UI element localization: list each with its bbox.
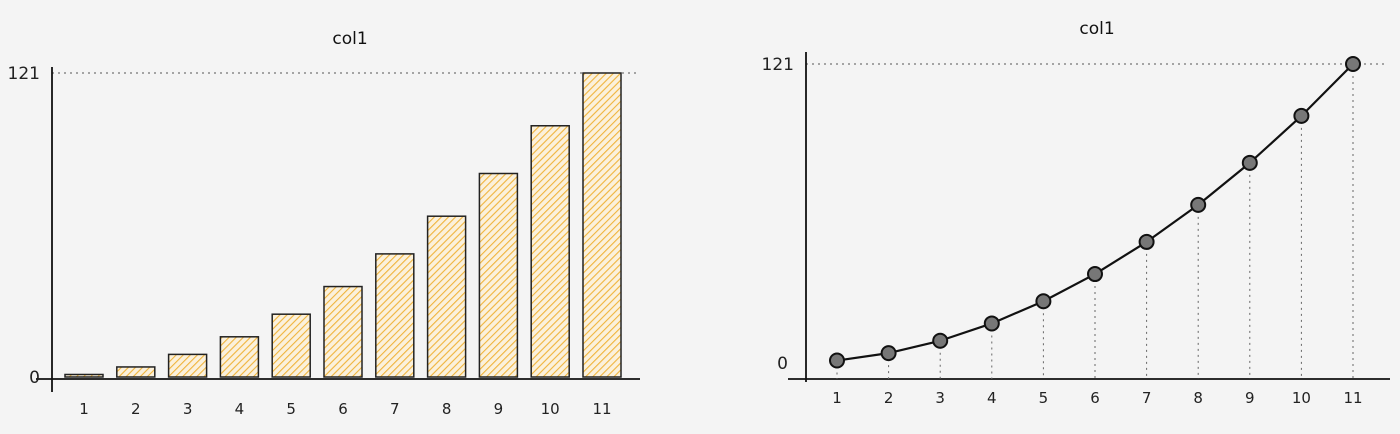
x-tick-label: 5: [1039, 389, 1049, 407]
bar: [116, 366, 156, 378]
x-tick-label: 4: [987, 389, 997, 407]
x-tick-label: 3: [935, 389, 945, 407]
data-point: [1138, 233, 1155, 250]
x-tick-label: 4: [235, 400, 245, 418]
y-tick-label: 121: [762, 55, 794, 75]
bar: [582, 72, 622, 378]
data-point: [932, 332, 949, 349]
bar-chart-title: col1: [332, 29, 367, 49]
x-tick-label: 1: [832, 389, 842, 407]
bar: [323, 285, 363, 378]
data-point: [1035, 293, 1052, 310]
y-tick-label: 0: [777, 354, 788, 374]
x-tick-label: 6: [338, 400, 348, 418]
x-tick-label: 10: [541, 400, 560, 418]
y-tick-label: 121: [8, 64, 40, 84]
data-point: [983, 315, 1000, 332]
line-chart-title: col1: [1079, 19, 1114, 39]
bar: [64, 373, 104, 378]
bar: [530, 125, 570, 378]
x-tick-label: 5: [286, 400, 296, 418]
bar: [375, 253, 415, 378]
bar: [271, 313, 311, 378]
x-tick-label: 7: [390, 400, 400, 418]
bar: [426, 215, 467, 378]
x-tick-label: 9: [1245, 389, 1255, 407]
x-tick-label: 11: [592, 400, 611, 418]
x-tick-label: 6: [1090, 389, 1100, 407]
x-tick-label: 11: [1343, 389, 1362, 407]
x-tick-label: 3: [183, 400, 193, 418]
x-tick-label: 7: [1142, 389, 1152, 407]
x-tick-label: 2: [884, 389, 894, 407]
x-tick-label: 8: [442, 400, 452, 418]
x-tick-label: 9: [494, 400, 504, 418]
x-tick-label: 1: [79, 400, 89, 418]
x-tick-label: 10: [1292, 389, 1311, 407]
data-point: [1293, 107, 1310, 124]
data-point: [880, 345, 897, 362]
data-point: [1241, 154, 1258, 171]
data-point: [1345, 56, 1361, 72]
y-tick-label: 0: [29, 368, 40, 388]
data-point: [829, 352, 845, 369]
bar: [219, 336, 260, 378]
x-tick-label: 8: [1193, 389, 1203, 407]
line-chart: col1 121 0 1 2 3 4 5 6 7 8 9 10 11: [762, 19, 1390, 407]
x-tick-label: 2: [131, 400, 141, 418]
data-point: [1190, 196, 1207, 213]
data-point: [1087, 266, 1103, 283]
bar: [167, 353, 208, 378]
bar-chart: col1 121 0 1 2 3 4 5 6 7 8 9 10 11: [8, 29, 640, 418]
bar: [478, 172, 519, 378]
